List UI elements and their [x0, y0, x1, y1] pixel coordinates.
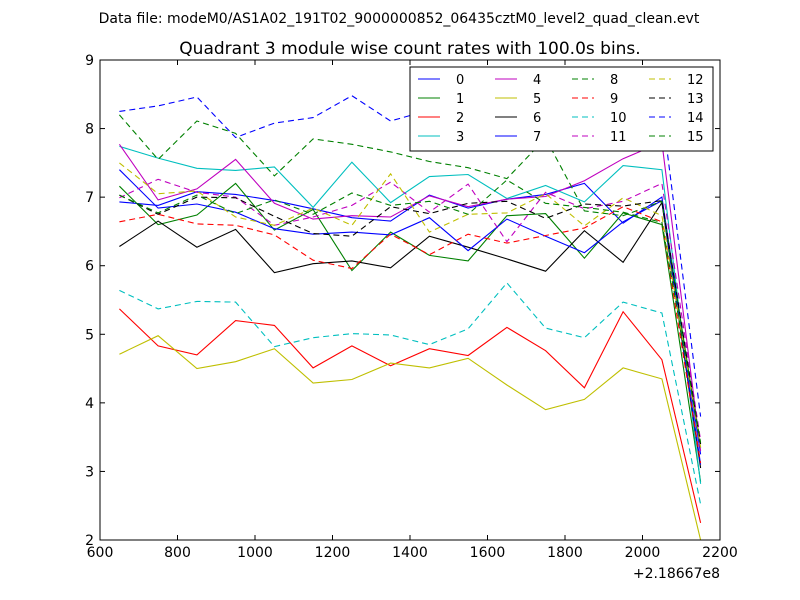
series-line-11: [119, 178, 702, 441]
legend-label-12: 12: [687, 73, 704, 88]
legend-label-15: 15: [687, 130, 704, 145]
x-tick-label: 2000: [625, 545, 661, 561]
legend-label-3: 3: [456, 130, 464, 145]
legend-label-6: 6: [533, 111, 541, 126]
series-line-1: [119, 182, 702, 482]
x-tick-label: 600: [87, 545, 114, 561]
y-tick-label: 7: [85, 190, 94, 206]
legend-label-2: 2: [456, 111, 464, 126]
legend-box: [409, 66, 714, 152]
y-tick-label: 8: [85, 122, 94, 138]
legend-label-14: 14: [687, 111, 704, 126]
x-tick-label: 1600: [470, 545, 506, 561]
legend-label-0: 0: [456, 73, 464, 88]
series-line-13: [119, 194, 702, 445]
y-tick-label: 5: [85, 327, 94, 343]
legend-label-10: 10: [610, 111, 627, 126]
series-line-2: [119, 308, 702, 524]
x-tick-label: 1400: [392, 545, 428, 561]
legend-label-4: 4: [533, 73, 541, 88]
chart-suptitle: Data file: modeM0/AS1A02_191T02_90000008…: [99, 11, 700, 27]
plot-frame: [99, 59, 721, 541]
series-line-8: [118, 114, 702, 448]
chart-title: Quadrant 3 module wise count rates with …: [179, 39, 640, 59]
x-tick-label: 1000: [237, 545, 273, 561]
legend-label-5: 5: [533, 92, 541, 107]
series-line-5: [119, 335, 702, 541]
series-line-7: [119, 169, 702, 465]
series-line-9: [119, 206, 702, 464]
series-line-10: [119, 282, 702, 505]
axis-ticks: 600 800 1000 1200 1400 1600 1800 2000 2200 2 3 4 5 6 7…: [85, 53, 738, 561]
legend-label-1: 1: [456, 92, 464, 107]
y-tick-label: 4: [85, 396, 94, 412]
legend-label-7: 7: [533, 130, 541, 145]
x-tick-label: 800: [164, 545, 191, 561]
y-tick-label: 6: [85, 259, 94, 275]
y-tick-label: 2: [85, 533, 94, 549]
series-line-6: [119, 201, 702, 469]
x-offset-label: +2.18667e8: [633, 566, 720, 582]
series-line-12: [119, 162, 702, 448]
series-lines: [118, 95, 702, 541]
legend-label-13: 13: [687, 92, 704, 107]
y-tick-label: 9: [85, 53, 94, 69]
legend-label-8: 8: [610, 73, 618, 88]
series-line-3: [119, 145, 702, 484]
legend-label-11: 11: [610, 130, 627, 145]
series-line-15: [119, 179, 702, 443]
x-tick-label: 1800: [547, 545, 583, 561]
series-line-4: [118, 141, 702, 451]
x-tick-label: 2200: [702, 545, 738, 561]
x-tick-label: 1200: [315, 545, 351, 561]
legend-label-9: 9: [610, 92, 618, 107]
y-tick-label: 3: [85, 464, 94, 480]
series-line-0: [119, 182, 702, 455]
